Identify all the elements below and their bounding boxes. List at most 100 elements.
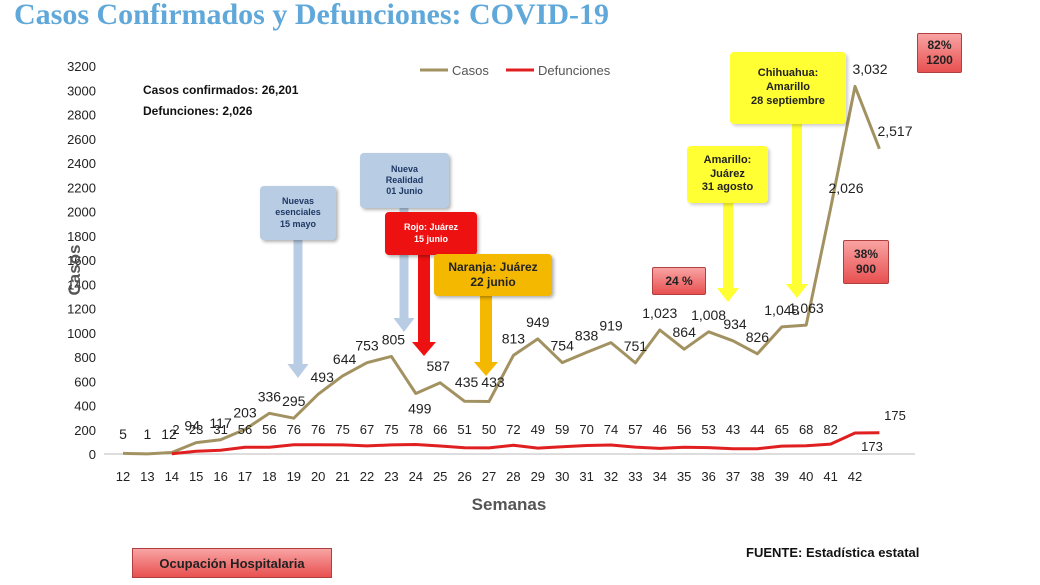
- series-line-defunciones: [171, 431, 880, 456]
- data-label-defunciones: 31: [213, 422, 227, 437]
- annotation-line: 1200: [926, 53, 953, 67]
- x-tick-label: 24: [409, 469, 423, 484]
- data-label-casos: 813: [502, 330, 526, 346]
- data-label-defunciones: 78: [409, 422, 423, 437]
- data-label-casos: 1,063: [789, 300, 824, 316]
- annotation-line: Amarillo: [765, 81, 810, 94]
- data-label-casos: 826: [746, 329, 770, 345]
- x-tick-label: 12: [116, 469, 130, 484]
- data-label-defunciones: 57: [628, 422, 642, 437]
- summary-deaths: Defunciones: 2,026: [143, 104, 253, 118]
- data-label-casos: 919: [599, 318, 623, 334]
- x-tick-label: 23: [384, 469, 398, 484]
- data-label-defunciones: 56: [238, 422, 252, 437]
- annotation-naranja: Naranja: Juárez 22 junio: [434, 254, 552, 296]
- annotation-arrow-nuevas: [287, 240, 309, 378]
- y-tick-label: 2400: [67, 156, 96, 171]
- data-label-defunciones: 75: [384, 422, 398, 437]
- source-note: FUENTE: Estadística estatal: [746, 545, 920, 560]
- y-tick-label: 2000: [67, 205, 96, 220]
- data-label-casos: 1,023: [642, 305, 677, 321]
- annotation-occ-38: 38% 900: [843, 240, 889, 284]
- y-tick-label: 1800: [67, 229, 96, 244]
- summary-cases: Casos confirmados: 26,201: [143, 83, 299, 97]
- annotation-line: esenciales: [275, 207, 321, 218]
- annotation-line: Juárez: [710, 167, 745, 180]
- data-label-defunciones: 74: [604, 422, 618, 437]
- data-label-casos: 336: [258, 388, 282, 404]
- y-tick-label: 400: [74, 399, 96, 414]
- data-label-defunciones: 66: [433, 422, 447, 437]
- data-label-defunciones: 68: [799, 422, 813, 437]
- x-tick-label: 40: [799, 469, 813, 484]
- data-label-casos: 644: [333, 351, 357, 367]
- x-tick-label: 22: [360, 469, 374, 484]
- series-line-casos: [122, 84, 881, 456]
- data-label-defunciones: 65: [775, 422, 789, 437]
- data-label-defunciones: 59: [555, 422, 569, 437]
- data-label-defunciones: 23: [189, 422, 203, 437]
- annotation-line: Realidad: [385, 174, 424, 185]
- data-label-defunciones: 43: [726, 422, 740, 437]
- annotation-line: 900: [855, 262, 877, 276]
- annotation-occ-82: 82% 1200: [917, 33, 962, 73]
- y-tick-label: 600: [74, 374, 96, 389]
- data-label-defunciones: 75: [335, 422, 349, 437]
- page-title: Casos Confirmados y Defunciones: COVID-1…: [14, 0, 610, 31]
- y-tick-label: 2200: [67, 180, 96, 195]
- y-tick-label: 800: [74, 350, 96, 365]
- data-label-casos: 754: [551, 338, 575, 354]
- x-tick-label: 28: [506, 469, 520, 484]
- x-tick-label: 15: [189, 469, 203, 484]
- x-tick-label: 36: [701, 469, 715, 484]
- data-label-casos: 2,517: [877, 123, 912, 139]
- annotation-arrow-naranja: [474, 296, 498, 376]
- data-label-defunciones: 175: [884, 408, 906, 423]
- x-tick-label: 29: [531, 469, 545, 484]
- y-tick-label: 3000: [67, 83, 96, 98]
- annotation-rojo: Rojo: Juárez 15 junio: [385, 212, 477, 255]
- data-label-casos: 433: [481, 374, 505, 390]
- x-tick-label: 32: [604, 469, 618, 484]
- data-label-casos: 94: [184, 418, 200, 434]
- data-label-casos: 295: [282, 393, 306, 409]
- legend-label-defunciones: Defunciones: [538, 63, 611, 78]
- annotation-arrow-nueva-realidad: [393, 208, 415, 332]
- y-tick-label: 2800: [67, 108, 96, 123]
- data-label-casos: 864: [673, 324, 697, 340]
- data-label-defunciones: 82: [823, 422, 837, 437]
- x-tick-label: 30: [555, 469, 569, 484]
- x-tick-label: 37: [726, 469, 740, 484]
- y-tick-label: 200: [74, 423, 96, 438]
- x-tick-label: 13: [140, 469, 154, 484]
- annotation-line: Naranja: Juárez: [448, 260, 538, 274]
- y-tick-label: 2600: [67, 132, 96, 147]
- x-tick-label: 38: [750, 469, 764, 484]
- x-tick-label: 20: [311, 469, 325, 484]
- data-label-casos: 12: [161, 426, 177, 442]
- data-label-defunciones: 53: [701, 422, 715, 437]
- data-label-casos: 587: [427, 358, 451, 374]
- data-label-casos: 934: [723, 316, 747, 332]
- annotation-line: 01 Junio: [386, 186, 423, 197]
- data-label-defunciones: 76: [311, 422, 325, 437]
- annotation-line: Rojo: Juárez: [403, 222, 458, 233]
- x-tick-label: 26: [457, 469, 471, 484]
- x-tick-label: 21: [335, 469, 349, 484]
- data-label-defunciones: 50: [482, 422, 496, 437]
- data-label-defunciones: 49: [531, 422, 545, 437]
- data-label-defunciones: 72: [506, 422, 520, 437]
- y-tick-label: 1000: [67, 326, 96, 341]
- data-label-casos: 751: [624, 338, 648, 354]
- y-tick-label: 1400: [67, 277, 96, 292]
- x-tick-label: 34: [653, 469, 667, 484]
- annotation-line: Nueva: [390, 163, 418, 174]
- annotation-line: 15 junio: [413, 233, 448, 244]
- data-label-casos: 1,008: [691, 307, 726, 323]
- data-label-casos: 203: [233, 404, 257, 420]
- hospital-occupancy-button[interactable]: Ocupación Hospitalaria: [132, 548, 332, 578]
- data-label-casos: 117: [209, 415, 232, 431]
- data-label-defunciones: 56: [262, 422, 276, 437]
- data-label-casos: 1,048: [764, 302, 799, 318]
